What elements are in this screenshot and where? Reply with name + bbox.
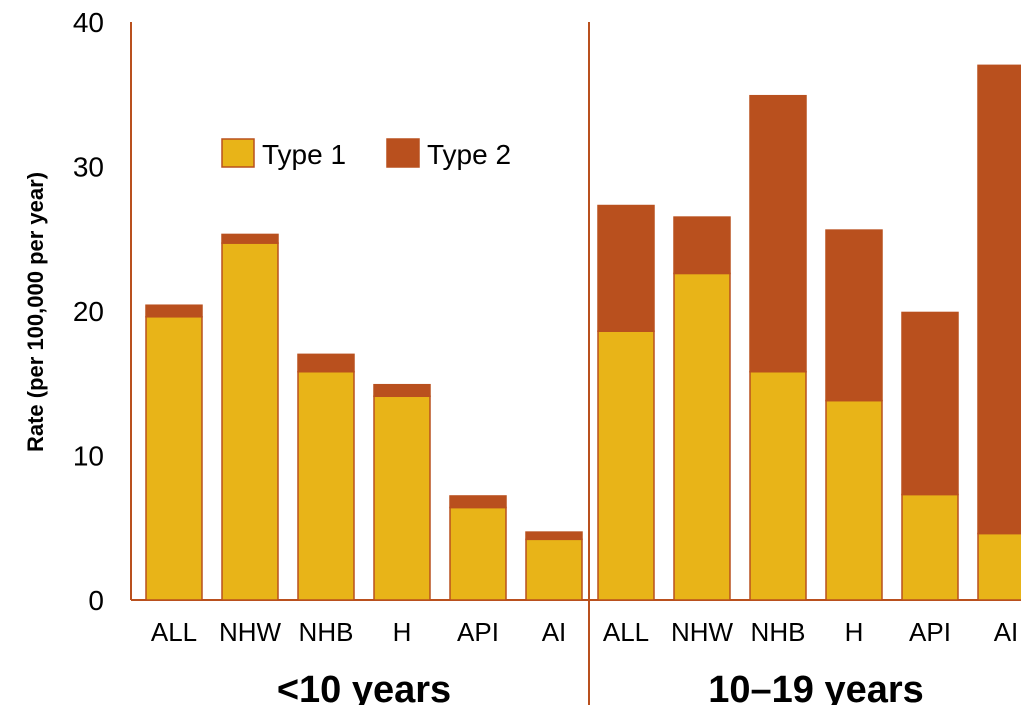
bar-type1-nhb bbox=[749, 370, 807, 601]
x-category-label: NHB bbox=[299, 617, 354, 647]
bar-type2-nhb bbox=[297, 353, 355, 373]
bar-type2-nhb bbox=[749, 94, 807, 373]
bar-type1-api bbox=[449, 506, 507, 601]
x-category-label: NHW bbox=[671, 617, 734, 647]
x-category-label: H bbox=[845, 617, 864, 647]
bar-type1-h bbox=[825, 399, 883, 601]
bar-type1-h bbox=[373, 395, 431, 601]
x-category-label: ALL bbox=[603, 617, 649, 647]
bar-type1-nhw bbox=[673, 272, 731, 601]
legend-swatch-type2 bbox=[386, 138, 420, 168]
x-category-label: API bbox=[909, 617, 951, 647]
bar-type2-all bbox=[597, 204, 655, 332]
group-labels: <10 years 10–19 years bbox=[277, 669, 924, 705]
y-axis-ticks: 0 10 20 30 40 bbox=[73, 7, 104, 616]
legend-label-type2: Type 2 bbox=[427, 139, 511, 170]
y-tick-label: 30 bbox=[73, 152, 104, 183]
legend-swatch-type1 bbox=[221, 138, 255, 168]
bar-type1-ai bbox=[977, 532, 1021, 601]
x-category-label: AI bbox=[542, 617, 567, 647]
y-tick-label: 0 bbox=[88, 585, 104, 616]
bars bbox=[145, 64, 1021, 601]
bar-type2-nhw bbox=[673, 216, 731, 275]
x-category-label: ALL bbox=[151, 617, 197, 647]
y-tick-label: 40 bbox=[73, 7, 104, 38]
group-label: 10–19 years bbox=[708, 669, 924, 705]
bar-type2-ai bbox=[977, 64, 1021, 535]
group-label: <10 years bbox=[277, 669, 451, 705]
bar-type2-h bbox=[373, 383, 431, 398]
bar-type2-nhw bbox=[221, 233, 279, 244]
bar-type2-ai bbox=[525, 531, 583, 541]
y-axis-label: Rate (per 100,000 per year) bbox=[23, 172, 48, 452]
bar-type1-all bbox=[597, 330, 655, 601]
bar-type2-api bbox=[449, 495, 507, 509]
bar-type1-ai bbox=[525, 538, 583, 601]
bar-type1-nhw bbox=[221, 242, 279, 601]
x-category-label: NHB bbox=[751, 617, 806, 647]
legend-label-type1: Type 1 bbox=[262, 139, 346, 170]
y-tick-label: 10 bbox=[73, 441, 104, 472]
x-category-label: H bbox=[393, 617, 412, 647]
x-category-label: NHW bbox=[219, 617, 282, 647]
legend: Type 1 Type 2 bbox=[221, 138, 511, 170]
bar-type2-h bbox=[825, 229, 883, 402]
x-category-label: API bbox=[457, 617, 499, 647]
y-tick-label: 20 bbox=[73, 296, 104, 327]
category-labels: ALL NHW NHB H API AI ALL NHW NHB H API AI bbox=[151, 617, 1018, 647]
x-category-label: AI bbox=[994, 617, 1019, 647]
bar-type2-api bbox=[901, 311, 959, 496]
bar-type1-nhb bbox=[297, 370, 355, 601]
bar-type2-all bbox=[145, 304, 203, 318]
bar-type1-all bbox=[145, 316, 203, 601]
bar-type1-api bbox=[901, 493, 959, 601]
